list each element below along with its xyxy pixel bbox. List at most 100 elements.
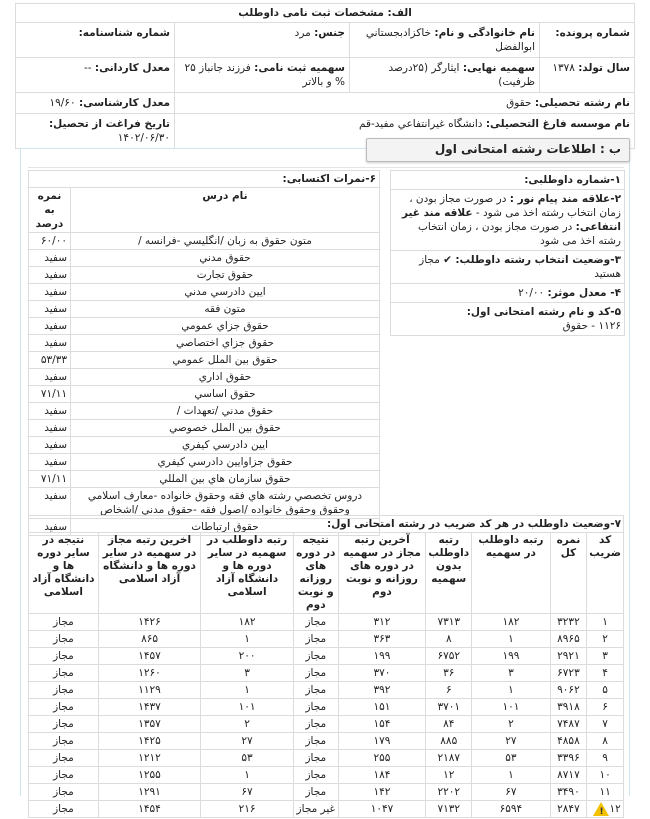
associate-gpa: --	[83, 62, 92, 74]
status-cell: ۱۹۹	[337, 647, 427, 665]
status-cell: ۱۱	[586, 783, 624, 801]
effective-gpa-value: ۲۰/۰۰	[518, 287, 545, 299]
cell-value: ۱۱	[599, 786, 611, 798]
cell-value: مجاز	[305, 701, 327, 713]
cell-value: ۱۴۳۷	[138, 701, 161, 713]
cell-value: ۶۷۵۲	[437, 650, 461, 662]
course-grade: سفید	[28, 317, 71, 335]
cell-value: ۱۸۲	[238, 616, 256, 628]
course-name: حقوق بين الملل عمومي	[70, 351, 380, 369]
gender-value: مرد	[294, 27, 311, 39]
status-cell: ۱۲	[425, 766, 473, 784]
status-row: ۱۰ ۸۷۱۷ ۱ ۱۲ ۱۸۴ مجاز ۱ ۱۲۵۵ مجاز	[28, 766, 624, 784]
cell-value: ۱۴۵۴	[138, 803, 161, 815]
cell-value: ۸	[445, 633, 452, 645]
status-cell: مجاز	[292, 698, 339, 716]
status-title: ۷-وضعیت داوطلب در هر کد ضریب در رشته امت…	[28, 515, 624, 533]
status-cell: مجاز	[28, 630, 99, 648]
status-cell: ۲	[471, 715, 551, 733]
cell-value: ۱۴۲۶	[138, 616, 161, 628]
status-cell: ۳۹۱۸	[549, 698, 588, 716]
course-grade: ۶۰/۰۰	[28, 232, 71, 250]
course-name: حقوق مدني /تعهدات /	[70, 402, 380, 420]
status-cell: مجاز	[292, 783, 339, 801]
grade-row: حقوق تجارت سفید	[28, 266, 380, 284]
checkmark-icon: ✔	[443, 254, 452, 266]
status-cell: ۳۶	[425, 664, 473, 682]
cell-value: مجاز	[53, 633, 74, 645]
status-cell: مجاز	[28, 698, 99, 716]
cell-value: مجاز	[53, 786, 74, 798]
status-column-header: رتبه داوطلب در سهمیه	[471, 532, 551, 614]
status-cell: ۷	[586, 715, 624, 733]
status-cell: ۴۸۵۸	[549, 732, 588, 750]
selection-status-value: مجاز هستید	[419, 254, 621, 280]
cell-value: ۱	[244, 633, 250, 645]
cell-value: ۹	[602, 752, 608, 764]
status-cell: ۸۷۱۷	[549, 766, 588, 784]
status-cell: ۱	[200, 630, 294, 648]
cell-value: ۳۹۱۸	[557, 701, 580, 713]
status-cell: ۱۰۴۷	[337, 800, 427, 818]
status-row: ۳ ۲۹۲۱ ۱۹۹ ۶۷۵۲ ۱۹۹ مجاز ۲۰۰ ۱۴۵۷ مجاز	[28, 647, 624, 665]
status-row: ۱۲! ۲۸۴۷ ۶۵۹۴ ۷۱۳۲ ۱۰۴۷ غیر مجاز ۲۱۶ ۱۴۵۴ مجاز	[28, 800, 624, 818]
status-cell: ۵۳	[200, 749, 294, 767]
cell-value: ۲۵۵	[373, 752, 391, 764]
cell-value: ۳۷۰	[373, 667, 391, 679]
section-b-tab: ب : اطلاعات رشته امتحانی اول	[366, 138, 630, 162]
cell-value: مجاز	[53, 803, 74, 815]
cell-value: مجاز	[305, 752, 327, 764]
section-a-title: الف: مشخصات ثبت نامی داوطلب	[15, 3, 635, 23]
cell-value: ۲	[602, 633, 608, 645]
cell-value: ۶	[602, 701, 608, 713]
grades-title: ۶-نمرات اکتسابی:	[28, 170, 380, 188]
cell-value: ۱	[244, 684, 250, 696]
status-cell: ۱۴۲	[337, 783, 427, 801]
cell-value: ۲	[244, 718, 250, 730]
cell-value: ۲۷	[505, 735, 517, 747]
status-cell: ۲	[200, 715, 294, 733]
cell-value: ۱۵۴	[373, 718, 391, 730]
status-cell: ۶۷۵۲	[425, 647, 473, 665]
status-column-header: رتبه داوطلب در سهمیه در سایر دوره ها و د…	[200, 532, 294, 614]
cell-value: مجاز	[53, 752, 74, 764]
cell-value: مجاز	[53, 684, 74, 696]
course-grade: سفید	[28, 249, 71, 267]
status-cell: ۶	[586, 698, 624, 716]
cell-value: ۲۰۰	[238, 650, 256, 662]
file-no-label: شماره پرونده:	[555, 27, 630, 39]
grade-row: ايين دادرسي مدني سفید	[28, 283, 380, 301]
status-row: ۷ ۷۴۸۷ ۲ ۸۴ ۱۵۴ مجاز ۲ ۱۳۵۷ مجاز	[28, 715, 624, 733]
cell-value: ۷۴۸۷	[557, 718, 580, 730]
status-cell: ۸	[586, 732, 624, 750]
status-cell: ۶۷	[471, 783, 551, 801]
status-column-header: اخرین رتبه مجاز در سهمیه در سایر دوره ها…	[97, 532, 202, 614]
status-cell: ۱	[471, 766, 551, 784]
registration-info-table: الف: مشخصات ثبت نامی داوطلب شماره پرونده…	[15, 3, 635, 149]
status-cell: ۱	[471, 681, 551, 699]
institute-label: نام موسسه فارغ التحصیلی:	[485, 118, 630, 130]
status-cell: ۵۳	[471, 749, 551, 767]
course-name: حقوق بين الملل خصوصي	[70, 419, 380, 437]
course-name: ايين دادرسي مدني	[70, 283, 380, 301]
cell-value: ۳۹۲	[373, 684, 391, 696]
cell-value: ۱	[508, 684, 514, 696]
exam-info-table: ۱-شماره داوطلبی: ۲-علاقه مند پیام نور : …	[390, 170, 625, 336]
cell-value: ۴۸۵۸	[557, 735, 580, 747]
status-cell: ۶۵۹۴	[471, 800, 551, 818]
warning-icon: !	[593, 802, 610, 817]
status-column-header: نتیجه در سایر دوره ها و دانشگاه آزاد اسل…	[28, 532, 99, 614]
status-cell: ۱۴۵۴	[97, 800, 202, 818]
status-cell: ۲۹۲۱	[549, 647, 588, 665]
status-cell: مجاز	[292, 766, 339, 784]
cell-value: ۲۹۲۱	[557, 650, 580, 662]
cell-value: ۶۷۲۳	[557, 667, 580, 679]
cell-value: ۶۵۹۴	[499, 803, 523, 815]
cell-value: ۱۰۴۷	[370, 803, 394, 815]
cell-value: ۲۲۰۲	[437, 786, 461, 798]
status-cell: ۸۶۵	[97, 630, 202, 648]
cell-value: ۶	[445, 684, 452, 696]
cell-value: مجاز	[53, 769, 74, 781]
status-column-header: نمره کل	[549, 532, 588, 614]
status-row: ۸ ۴۸۵۸ ۲۷ ۸۸۵ ۱۷۹ مجاز ۲۷ ۱۴۲۵ مجاز	[28, 732, 624, 750]
